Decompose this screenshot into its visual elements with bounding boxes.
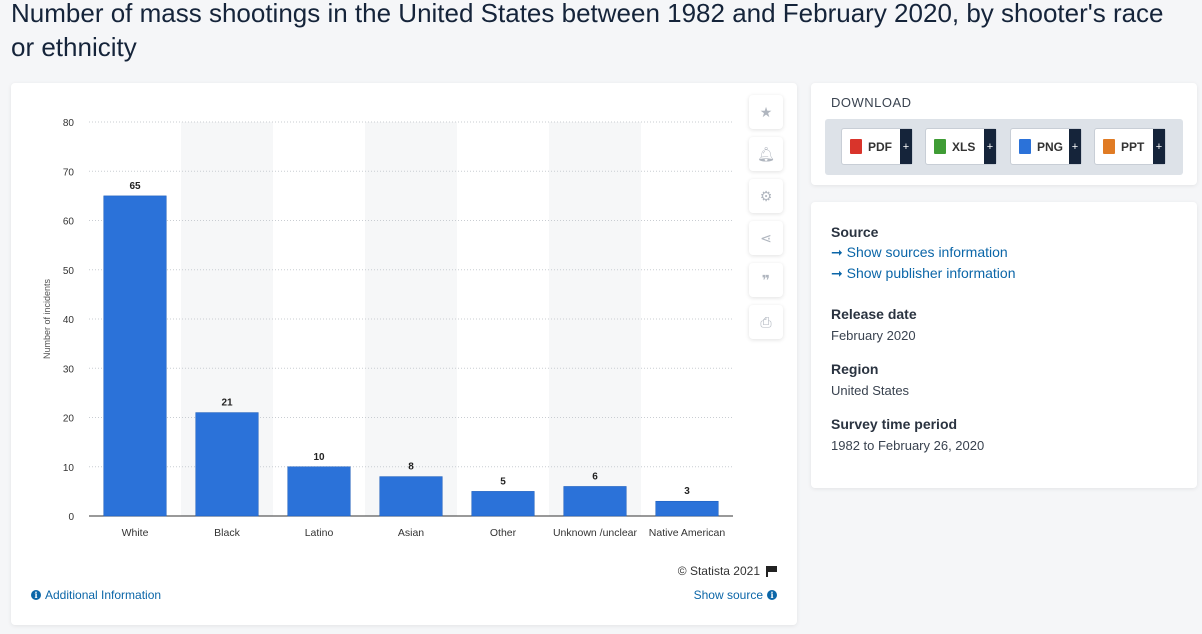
data-label: 3 <box>684 486 690 497</box>
copyright-text: © Statista 2021 <box>677 564 760 578</box>
period-heading: Survey time period <box>831 416 958 432</box>
pdf-file-icon <box>850 139 862 154</box>
xls-file-icon <box>934 139 946 154</box>
data-label: 6 <box>592 471 598 482</box>
y-tick-label: 80 <box>63 118 75 129</box>
download-panel: PDF + XLS + PNG + PPT + <box>825 119 1183 175</box>
release-heading: Release date <box>831 306 917 322</box>
additional-information-label: Additional Information <box>45 588 162 602</box>
data-label: 8 <box>408 462 414 473</box>
x-tick-label: White <box>122 527 149 539</box>
source-heading: Source <box>831 224 879 240</box>
bar <box>563 486 627 517</box>
bar <box>379 476 443 517</box>
copyright: © Statista 2021 <box>678 564 777 578</box>
flag-icon[interactable] <box>766 565 777 577</box>
x-tick-label: Asian <box>398 527 424 539</box>
download-pdf-label: PDF <box>868 139 892 154</box>
x-tick-label: Native American <box>649 527 726 539</box>
y-tick-label: 50 <box>63 266 75 277</box>
favorite-button[interactable]: ★ <box>749 95 783 129</box>
bar <box>195 412 259 517</box>
y-tick-label: 30 <box>63 364 75 375</box>
download-card: DOWNLOAD PDF + XLS + PNG + PPT + <box>811 83 1197 185</box>
release-value: February 2020 <box>831 328 916 343</box>
plus-icon[interactable]: + <box>984 129 996 164</box>
additional-information-link[interactable]: i Additional Information <box>31 588 161 602</box>
settings-button[interactable]: ⚙ <box>749 179 783 213</box>
show-publisher-link[interactable]: ➞ Show publisher information <box>831 265 1016 281</box>
y-axis-label: Number of incidents <box>42 278 52 359</box>
data-label: 5 <box>500 476 506 487</box>
share-button[interactable]: ⋖ <box>749 221 783 255</box>
bar <box>655 500 719 517</box>
ppt-file-icon <box>1103 139 1115 154</box>
download-ppt-button[interactable]: PPT + <box>1094 128 1166 165</box>
region-value: United States <box>831 383 910 398</box>
download-heading: DOWNLOAD <box>831 95 912 110</box>
x-tick-label: Other <box>490 527 517 539</box>
download-ppt-label: PPT <box>1121 139 1145 154</box>
data-label: 21 <box>221 398 233 409</box>
show-source-link[interactable]: Show source i <box>694 588 777 602</box>
share-icon: ⋖ <box>760 229 772 246</box>
release-section: Release date February 2020 <box>831 306 917 343</box>
y-tick-label: 10 <box>63 463 75 474</box>
png-file-icon <box>1019 139 1031 154</box>
download-xls-button[interactable]: XLS + <box>925 128 997 165</box>
y-tick-label: 60 <box>63 217 75 228</box>
bar <box>103 195 167 517</box>
bell-icon: 🔔︎ <box>757 145 775 162</box>
x-tick-label: Unknown /unclear <box>553 527 638 539</box>
download-png-label: PNG <box>1037 139 1064 154</box>
quote-icon: ❞ <box>761 271 771 288</box>
chart-card: 0 10 20 30 40 50 60 70 80 Number of incidents 65 Wh… <box>11 83 797 625</box>
notify-button[interactable]: 🔔︎ <box>749 137 783 171</box>
print-button[interactable]: ⎙ <box>749 305 783 339</box>
plus-icon[interactable]: + <box>1153 129 1165 164</box>
star-icon: ★ <box>759 103 773 120</box>
info-card: Source ➞ Show sources information ➞ Show… <box>811 202 1197 488</box>
chart-toolbar: ★ 🔔︎ ⚙ ⋖ ❞ ⎙ <box>749 95 783 347</box>
cite-button[interactable]: ❞ <box>749 263 783 297</box>
region-heading: Region <box>831 361 879 377</box>
x-tick-label: Latino <box>305 527 334 539</box>
bar <box>287 466 351 517</box>
plus-icon[interactable]: + <box>900 129 912 164</box>
source-section: Source ➞ Show sources information ➞ Show… <box>831 224 1016 282</box>
download-png-button[interactable]: PNG + <box>1010 128 1082 165</box>
page-title: Number of mass shootings in the United S… <box>11 0 1164 62</box>
download-pdf-button[interactable]: PDF + <box>841 128 913 165</box>
category-band <box>549 122 641 516</box>
data-label: 10 <box>313 452 325 463</box>
print-icon: ⎙ <box>760 313 772 330</box>
x-tick-label: Black <box>214 527 240 539</box>
download-xls-label: XLS <box>952 139 976 154</box>
period-value: 1982 to February 26, 2020 <box>831 438 985 453</box>
y-tick-label: 20 <box>63 414 75 425</box>
bar <box>471 491 535 517</box>
region-section: Region United States <box>831 361 909 398</box>
y-tick-label: 40 <box>63 315 75 326</box>
info-icon: i <box>31 590 41 600</box>
period-section: Survey time period 1982 to February 26, … <box>831 416 984 453</box>
info-icon: i <box>767 590 777 600</box>
y-tick-label: 0 <box>68 512 74 523</box>
y-tick-label: 70 <box>63 167 75 178</box>
show-sources-link[interactable]: ➞ Show sources information <box>831 244 1008 260</box>
show-source-label: Show source <box>693 588 763 602</box>
plus-icon[interactable]: + <box>1069 129 1081 164</box>
gear-icon: ⚙ <box>759 187 773 204</box>
data-label: 65 <box>129 181 141 192</box>
